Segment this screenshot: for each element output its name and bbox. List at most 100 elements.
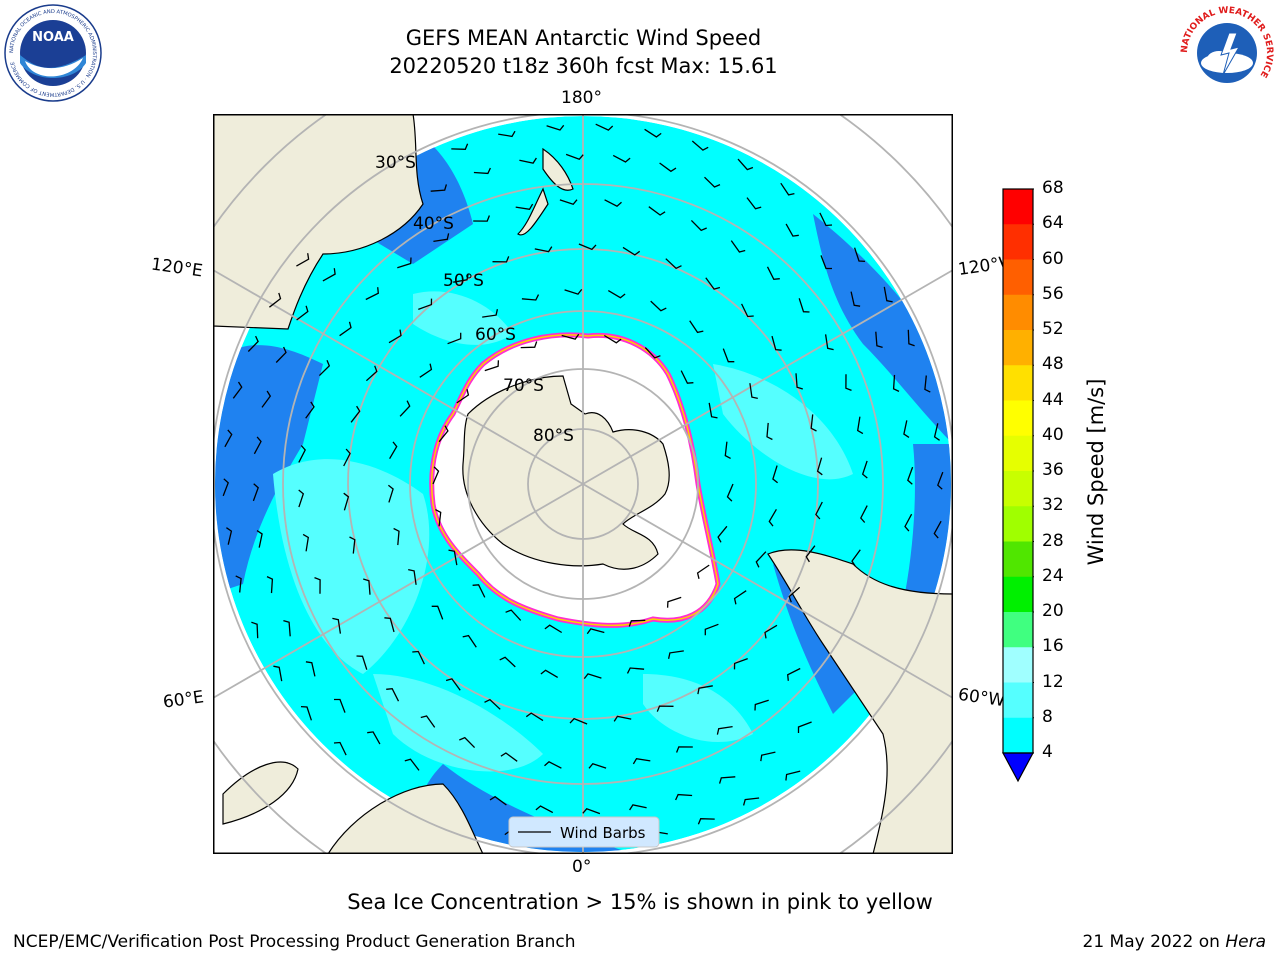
wind-barb <box>519 157 537 164</box>
wind-barb <box>505 609 522 621</box>
wind-barb <box>780 182 795 196</box>
colorbar-tick-label: 20 <box>1042 601 1064 621</box>
wind-barb <box>356 655 368 670</box>
wind-barb <box>907 329 915 347</box>
wind-barb <box>746 197 762 210</box>
wind-barb <box>515 203 534 211</box>
lat-label-70s: 70°S <box>503 376 544 396</box>
wind-barb <box>365 365 378 382</box>
wind-barb <box>534 246 553 253</box>
wind-barb <box>697 818 715 825</box>
wind-barb <box>498 130 516 138</box>
colorbar-tick-labels: 68 64 60 56 52 48 44 40 36 32 28 24 20 16 12 8 4 <box>1036 178 1096 780</box>
wind-barb <box>696 564 710 579</box>
wind-barb <box>224 429 233 448</box>
windy-region-4 <box>413 291 513 345</box>
wind-barb <box>604 199 622 207</box>
africa-landmass <box>327 783 484 854</box>
wind-barb <box>433 233 450 243</box>
wind-barb <box>456 389 470 404</box>
wind-barb <box>569 717 588 725</box>
colorbar-tick-label: 8 <box>1042 706 1053 727</box>
wind-barb <box>535 805 554 814</box>
wind-barb <box>705 277 721 290</box>
wind-barb <box>771 335 782 351</box>
wind-barb <box>314 576 321 594</box>
lat-label-50s: 50°S <box>443 271 484 291</box>
wind-barb <box>805 545 816 563</box>
wind-barb <box>565 153 584 160</box>
wind-barb <box>883 286 893 303</box>
wind-barb <box>448 549 458 566</box>
wind-barb <box>451 143 469 150</box>
wind-barb <box>367 731 381 745</box>
wind-barb <box>253 436 262 455</box>
colorbar-tick-label: 64 <box>1042 213 1064 234</box>
australia-landmass <box>213 114 424 330</box>
wind-barb <box>785 223 799 237</box>
wind-barb <box>559 199 578 206</box>
wind-barb <box>764 624 778 639</box>
calm-region-northeast <box>813 214 951 444</box>
antarctica-landmass <box>462 375 670 570</box>
wind-barb <box>412 650 425 665</box>
wind-barb <box>232 381 243 399</box>
wind-barb <box>365 287 379 301</box>
wind-barb <box>399 400 411 417</box>
wind-barb <box>332 617 342 634</box>
wind-barb <box>489 795 507 806</box>
wind-barb <box>300 705 313 721</box>
wind-barb <box>766 266 780 280</box>
wind-barb <box>484 360 500 372</box>
colorbar-bin <box>1003 400 1033 437</box>
colorbar-tick-label: 36 <box>1042 460 1064 480</box>
wind-barb <box>853 247 866 263</box>
wind-barb <box>766 422 773 441</box>
wind-barb <box>386 688 400 702</box>
wind-barb <box>613 715 632 722</box>
wind-barb <box>626 667 645 674</box>
wind-barb <box>582 808 601 815</box>
wind-barb <box>612 154 631 163</box>
wind-barb <box>318 360 331 377</box>
wind-barb <box>408 568 417 585</box>
wind-barb <box>933 423 940 441</box>
wind-barb <box>350 405 361 423</box>
chart-title: GEFS MEAN Antarctic Wind Speed <box>405 26 762 50</box>
wind-barb <box>363 578 371 595</box>
colorbar-bin <box>1003 471 1033 507</box>
wind-barb <box>393 527 400 546</box>
colorbar-bin <box>1003 294 1033 331</box>
wind-barb <box>733 657 748 670</box>
graticule <box>213 114 953 854</box>
lat-label-60s: 60°S <box>475 325 516 345</box>
wind-barb <box>704 623 719 636</box>
wind-barb <box>305 401 315 419</box>
wind-barb <box>544 761 562 769</box>
colorbar-tick-label: 40 <box>1042 424 1064 445</box>
wind-barb <box>334 698 346 713</box>
wind-barb <box>404 758 420 771</box>
wind-barb <box>269 292 282 308</box>
lon-label-180: 180° <box>561 88 602 108</box>
wind-barb <box>733 590 747 605</box>
wind-barb <box>484 698 501 710</box>
colorbar-bin <box>1003 435 1033 472</box>
wind-barb <box>845 374 852 392</box>
wind-barb <box>904 513 913 532</box>
colorbar <box>1002 188 1034 783</box>
sea-ice-edge-yellow <box>430 334 719 627</box>
wind-barb <box>760 751 776 762</box>
wind-barb <box>704 176 721 188</box>
wind-barb <box>578 243 597 251</box>
colorbar-tick-label: 60 <box>1042 248 1064 269</box>
wind-barb <box>473 215 491 222</box>
wind-barb <box>473 167 491 175</box>
wind-barbs <box>222 123 944 845</box>
footer-date-text: 21 May 2022 on <box>1082 932 1226 952</box>
new-zealand-south <box>517 187 549 236</box>
wind-barb <box>722 348 735 363</box>
wind-barb <box>689 320 704 334</box>
wind-barb <box>322 268 336 282</box>
wind-barb <box>708 402 718 419</box>
